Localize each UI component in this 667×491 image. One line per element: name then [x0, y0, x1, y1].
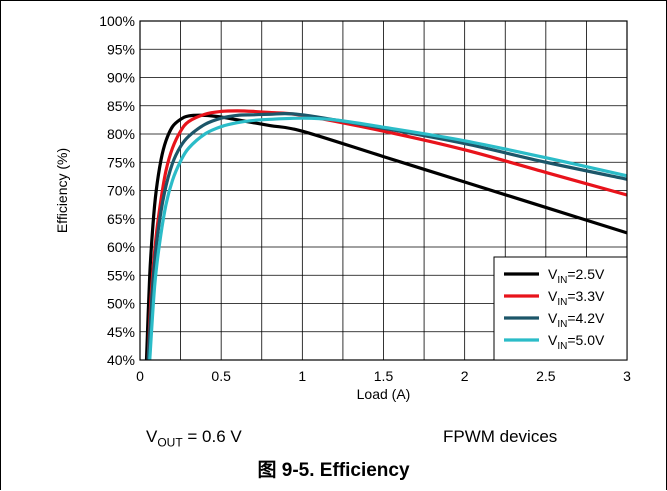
y-tick-label: 65% — [107, 211, 135, 227]
legend-label-4: VIN=5.0V — [548, 332, 605, 352]
y-tick-label: 90% — [107, 70, 135, 86]
series-line-2 — [146, 109, 628, 361]
x-tick-label: 2 — [461, 368, 469, 384]
vout-rest: = 0.6 V — [182, 427, 242, 446]
tick-labels: 0 0.5 1 1.5 2 2.5 3 40% 45% 50% 55% 60% 65% 70% 75% 80%… — [99, 13, 631, 384]
vout-sub: OUT — [157, 435, 183, 450]
y-tick-label: 95% — [107, 41, 135, 57]
x-tick-label: 0 — [136, 368, 144, 384]
efficiency-chart: 0 0.5 1 1.5 2 2.5 3 40% 45% 50% 55% 60% 65% 70% 75% 80%… — [54, 13, 631, 402]
y-tick-label: 80% — [107, 126, 135, 142]
series-line-3 — [146, 111, 628, 361]
series-line-4 — [148, 116, 628, 361]
x-tick-label: 0.5 — [211, 368, 231, 384]
legend-label-2: VIN=3.3V — [548, 288, 605, 308]
x-axis-label: Load (A) — [357, 386, 411, 402]
y-tick-label: 60% — [107, 239, 135, 255]
y-tick-label: 55% — [107, 267, 135, 283]
x-tick-label: 1 — [298, 368, 306, 384]
legend-label-1: VIN=2.5V — [548, 266, 605, 286]
x-tick-label: 1.5 — [374, 368, 394, 384]
y-tick-label: 85% — [107, 98, 135, 114]
mode-note: FPWM devices — [443, 427, 558, 446]
vout-main: V — [146, 427, 158, 446]
y-axis-label: Efficiency (%) — [54, 148, 70, 233]
y-tick-label: 45% — [107, 324, 135, 340]
y-tick-label: 50% — [107, 296, 135, 312]
x-tick-label: 2.5 — [536, 368, 556, 384]
legend-label-3: VIN=4.2V — [548, 310, 605, 330]
vout-note: VOUT = 0.6 V — [146, 427, 242, 449]
y-tick-label: 100% — [99, 13, 135, 29]
y-tick-label: 75% — [107, 154, 135, 170]
series-layer — [144, 109, 628, 361]
y-tick-label: 40% — [107, 352, 135, 368]
y-tick-label: 70% — [107, 183, 135, 199]
x-tick-label: 3 — [623, 368, 631, 384]
plot-area — [139, 20, 628, 361]
figure-caption: 图 9-5. Efficiency — [257, 460, 410, 481]
